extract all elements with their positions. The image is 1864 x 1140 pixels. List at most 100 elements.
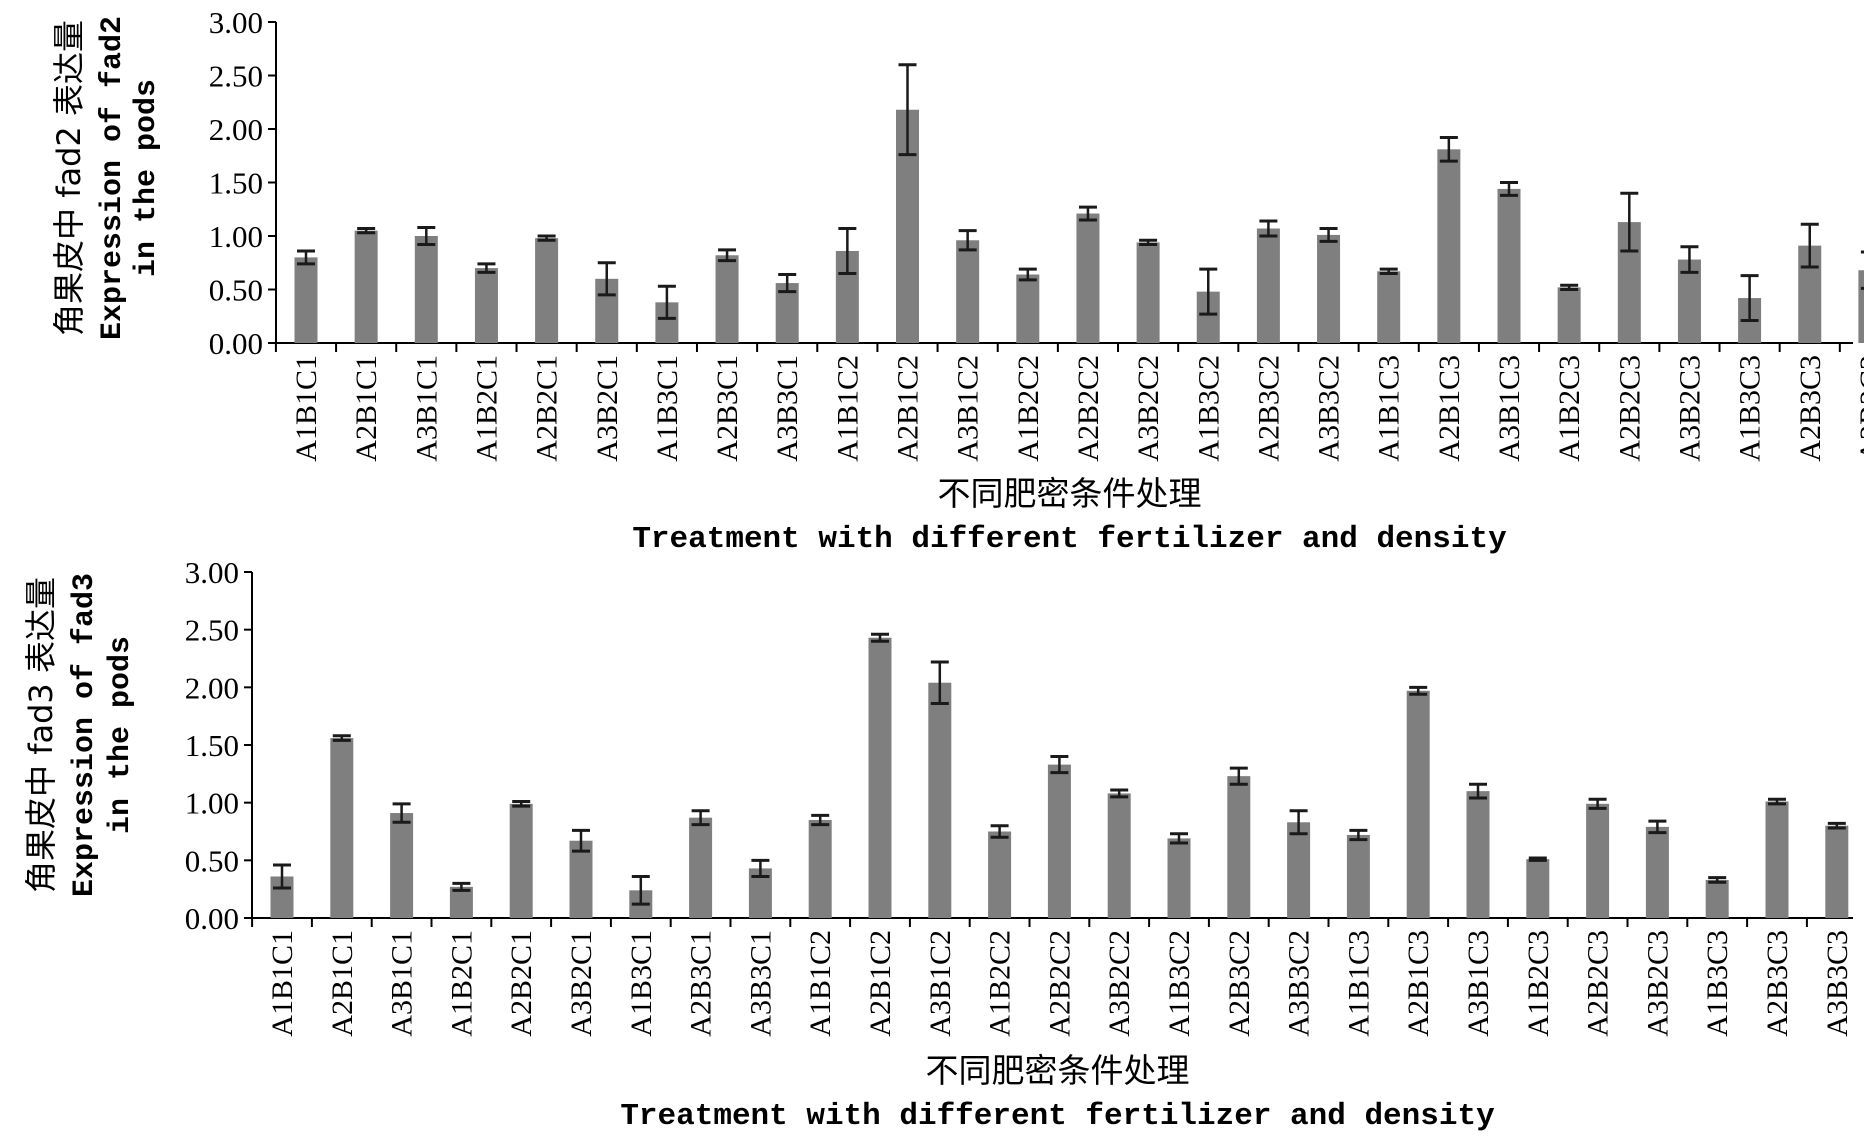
- chart2-x-tick-label: A3B2C3: [1641, 930, 1674, 1037]
- chart1-bar-a2b2c2: [1076, 213, 1100, 343]
- chart1-x-tick-label: A1B1C3: [1373, 355, 1406, 462]
- chart2-x-tick-label: A2B3C1: [685, 930, 718, 1037]
- chart2-bar-a2b2c1: [509, 803, 533, 918]
- chart2-bar-a2b1c2: [868, 637, 892, 918]
- chart2-bar-a3b1c3: [1466, 791, 1490, 918]
- chart1-y-axis-title-cn: 角果皮中 fad2 表达量: [50, 20, 88, 336]
- chart1-x-tick-label: A1B3C3: [1734, 355, 1767, 462]
- chart2-x-tick-label: A1B2C1: [445, 930, 478, 1037]
- chart1-x-tick-label: A1B1C2: [831, 355, 864, 462]
- chart2-x-tick-label: A1B3C2: [1163, 930, 1196, 1037]
- chart2-x-tick-label: A3B1C1: [386, 930, 419, 1037]
- chart1-bar-a3b3c1: [775, 283, 799, 343]
- chart2-y-axis-title-cn: 角果皮中 fad3 表达量: [22, 577, 60, 893]
- chart2-x-tick-label: A3B2C1: [565, 930, 598, 1037]
- chart1-y-tick-label: 2.50: [209, 59, 263, 94]
- chart1-x-tick-label: A2B2C1: [531, 355, 564, 462]
- chart1-x-tick-label: A1B2C1: [470, 355, 503, 462]
- chart1-bar-a2b3c1: [715, 255, 739, 343]
- chart1-bar-a2b1c1: [354, 230, 378, 343]
- chart2-bar-a1b3c2: [1167, 838, 1191, 918]
- chart2-bar-a3b3c2: [1287, 822, 1311, 918]
- chart2-bar-a1b3c3: [1705, 879, 1729, 918]
- chart1-bar-a1b1c1: [294, 257, 318, 343]
- chart1-y-axis-title-en-1: Expression of fad2: [96, 16, 130, 340]
- chart2-y-tick-label: 2.00: [185, 670, 239, 705]
- chart1-x-tick-label: A1B1C1: [290, 355, 323, 462]
- chart2-x-tick-label: A1B1C3: [1342, 930, 1375, 1037]
- chart2-bar-a3b1c2: [928, 682, 952, 918]
- chart2-bar-a2b2c3: [1586, 803, 1610, 918]
- chart2-bar-a3b1c1: [390, 813, 414, 918]
- chart1-x-tick-label: A1B2C2: [1012, 355, 1045, 462]
- chart2-x-tick-label: A3B3C1: [744, 930, 777, 1037]
- chart2-x-axis-title-en: Treatment with different fertilizer and …: [620, 1099, 1495, 1134]
- chart1-x-tick-label: A3B1C1: [410, 355, 443, 462]
- chart1-bar-a1b1c3: [1377, 271, 1401, 343]
- chart2-x-tick-label: A2B3C2: [1223, 930, 1256, 1037]
- chart1-x-tick-label: A3B1C2: [952, 355, 985, 462]
- chart2-x-tick-label: A2B3C3: [1761, 930, 1794, 1037]
- chart1-x-tick-label: A1B2C3: [1553, 355, 1586, 462]
- chart2-bar-a3b2c2: [1107, 793, 1131, 918]
- chart2-x-tick-label: A3B3C2: [1283, 930, 1316, 1037]
- chart2-y-tick-label: 1.00: [185, 786, 239, 821]
- chart1-x-tick-label: A2B3C2: [1252, 355, 1285, 462]
- chart2-x-tick-label: A1B2C3: [1522, 930, 1555, 1037]
- chart2-bar-a1b2c2: [988, 831, 1012, 918]
- chart2-bar-a2b3c2: [1227, 776, 1251, 918]
- chart1-y-tick-label: 1.50: [209, 166, 263, 201]
- chart1-bar-a2b3c3: [1798, 245, 1822, 343]
- chart1-x-tick-label: A3B1C3: [1493, 355, 1526, 462]
- chart2-bar-a3b3c3: [1825, 825, 1849, 918]
- chart2-bar-a2b2c2: [1047, 764, 1071, 918]
- chart2-bar-a2b1c3: [1406, 690, 1430, 918]
- chart1-y-tick-label: 0.50: [209, 273, 263, 308]
- chart2-x-tick-label: A3B2C2: [1103, 930, 1136, 1037]
- chart2-x-tick-label: A2B1C2: [864, 930, 897, 1037]
- chart2-y-axis-title-en-2: in the pods: [104, 636, 138, 834]
- chart1-bar-a2b1c2: [896, 109, 919, 344]
- chart2-bar-a1b1c2: [808, 819, 832, 918]
- chart1-bar-a3b3c3: [1858, 270, 1864, 343]
- chart1-bar-a3b2c3: [1677, 259, 1701, 343]
- chart1-x-tick-label: A3B3C3: [1854, 355, 1864, 462]
- chart2-bar-a3b2c3: [1645, 826, 1669, 918]
- chart1-y-tick-label: 1.00: [209, 219, 263, 254]
- chart2-y-tick-label: 0.00: [185, 901, 239, 936]
- chart1-x-tick-label: A3B3C1: [771, 355, 804, 462]
- chart2-x-axis-title-cn: 不同肥密条件处理: [926, 1051, 1190, 1090]
- chart1-bar-a3b2c2: [1136, 242, 1160, 343]
- chart1-x-tick-label: A2B1C3: [1433, 355, 1466, 462]
- chart2-bar-a2b3c3: [1765, 801, 1789, 918]
- chart2-x-tick-label: A2B2C1: [505, 930, 538, 1037]
- chart2-x-tick-label: A2B2C2: [1043, 930, 1076, 1037]
- chart2-y-tick-label: 0.50: [185, 843, 239, 878]
- chart1-bar-a1b3c1: [655, 302, 679, 343]
- chart1-y-tick-label: 2.00: [209, 112, 263, 147]
- chart2-x-tick-label: A1B2C2: [984, 930, 1017, 1037]
- chart2-y-tick-label: 2.50: [185, 613, 239, 648]
- chart1-bar-a1b2c1: [474, 268, 498, 343]
- chart1-bar-a1b2c3: [1557, 287, 1581, 343]
- chart1-x-tick-label: A2B3C1: [711, 355, 744, 462]
- chart2-bar-a1b2c3: [1526, 859, 1550, 918]
- chart2-y-tick-label: 1.50: [185, 728, 239, 763]
- chart1-bar-a2b1c3: [1437, 149, 1461, 343]
- chart2-bar-a2b1c1: [330, 738, 354, 918]
- chart2-bar-a3b2c1: [569, 840, 593, 918]
- chart2-bar-a1b2c1: [449, 886, 473, 918]
- chart2-y-axis-title-en-1: Expression of fad3: [68, 573, 102, 897]
- chart1-x-tick-label: A2B1C1: [350, 355, 383, 462]
- chart1-x-tick-label: A3B2C1: [591, 355, 624, 462]
- chart2-x-tick-label: A3B1C2: [924, 930, 957, 1037]
- chart2-bar-a1b1c3: [1346, 834, 1370, 918]
- chart1-bar-a3b1c1: [414, 236, 438, 343]
- chart1-bar-a1b3c2: [1196, 291, 1220, 343]
- chart1-x-tick-label: A3B3C2: [1313, 355, 1346, 462]
- chart2-x-tick-label: A1B1C1: [266, 930, 299, 1037]
- chart1-x-axis-title-en: Treatment with different fertilizer and …: [632, 522, 1507, 557]
- chart1-x-tick-label: A2B2C2: [1072, 355, 1105, 462]
- chart1-bar-a3b1c2: [956, 240, 980, 343]
- chart1-y-tick-label: 3.00: [209, 5, 263, 40]
